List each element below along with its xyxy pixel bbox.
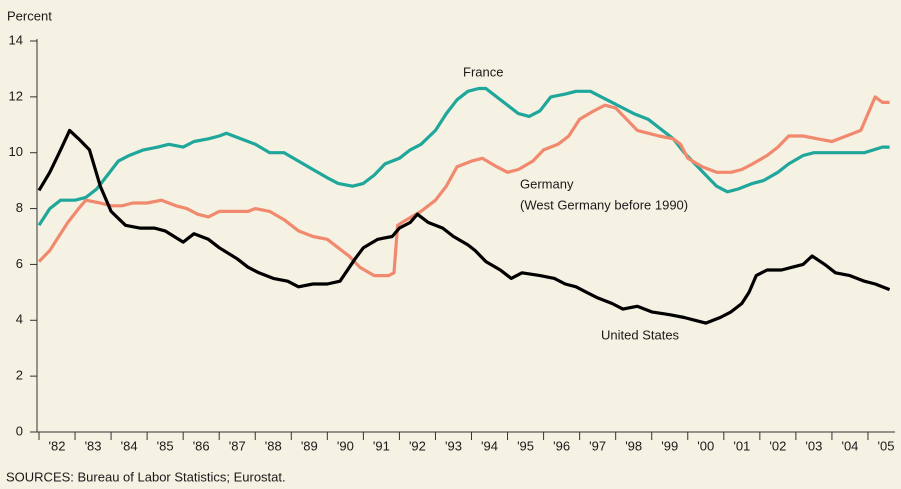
x-tick-label: '97 [589,438,606,453]
x-tick-label: '93 [445,438,462,453]
x-tick-label: '98 [625,438,642,453]
x-tick-label: '01 [733,438,750,453]
x-tick-label: '92 [409,438,426,453]
y-tick-label: 0 [16,423,23,438]
y-tick-label: 6 [16,256,23,271]
x-tick-label: '04 [841,438,858,453]
x-tick-label: '83 [85,438,102,453]
x-tick-label: '99 [661,438,678,453]
y-tick-label: 8 [16,200,23,215]
y-axis-label: Percent [7,8,52,23]
series-line [37,95,890,278]
x-tick-label: '84 [121,438,138,453]
x-tick-label: '91 [373,438,390,453]
x-tick-label: '95 [517,438,534,453]
x-tick-label: '05 [878,438,895,453]
series-line [37,86,890,227]
x-tick-label: '96 [553,438,570,453]
x-tick-label: '88 [265,438,282,453]
y-tick-label: 12 [9,88,23,103]
series-line [37,128,891,325]
y-tick-label: 14 [9,32,23,47]
annotation: (West Germany before 1990) [520,197,688,212]
x-tick-label: '00 [697,438,714,453]
x-tick-label: '86 [193,438,210,453]
y-tick-label: 4 [16,312,23,327]
x-tick-label: '82 [49,438,66,453]
series-label: Germany [520,176,574,191]
x-tick-label: '03 [805,438,822,453]
x-tick-label: '02 [769,438,786,453]
series-label: France [463,64,503,79]
source-note: SOURCES: Bureau of Labor Statistics; Eur… [6,469,286,484]
y-tick-label: 10 [9,144,23,159]
x-tick-label: '94 [481,438,498,453]
x-tick-label: '87 [229,438,246,453]
x-tick-label: '85 [157,438,174,453]
y-tick-label: 2 [16,368,23,383]
series-label: United States [601,327,680,342]
x-tick-label: '89 [301,438,318,453]
x-tick-label: '90 [337,438,354,453]
